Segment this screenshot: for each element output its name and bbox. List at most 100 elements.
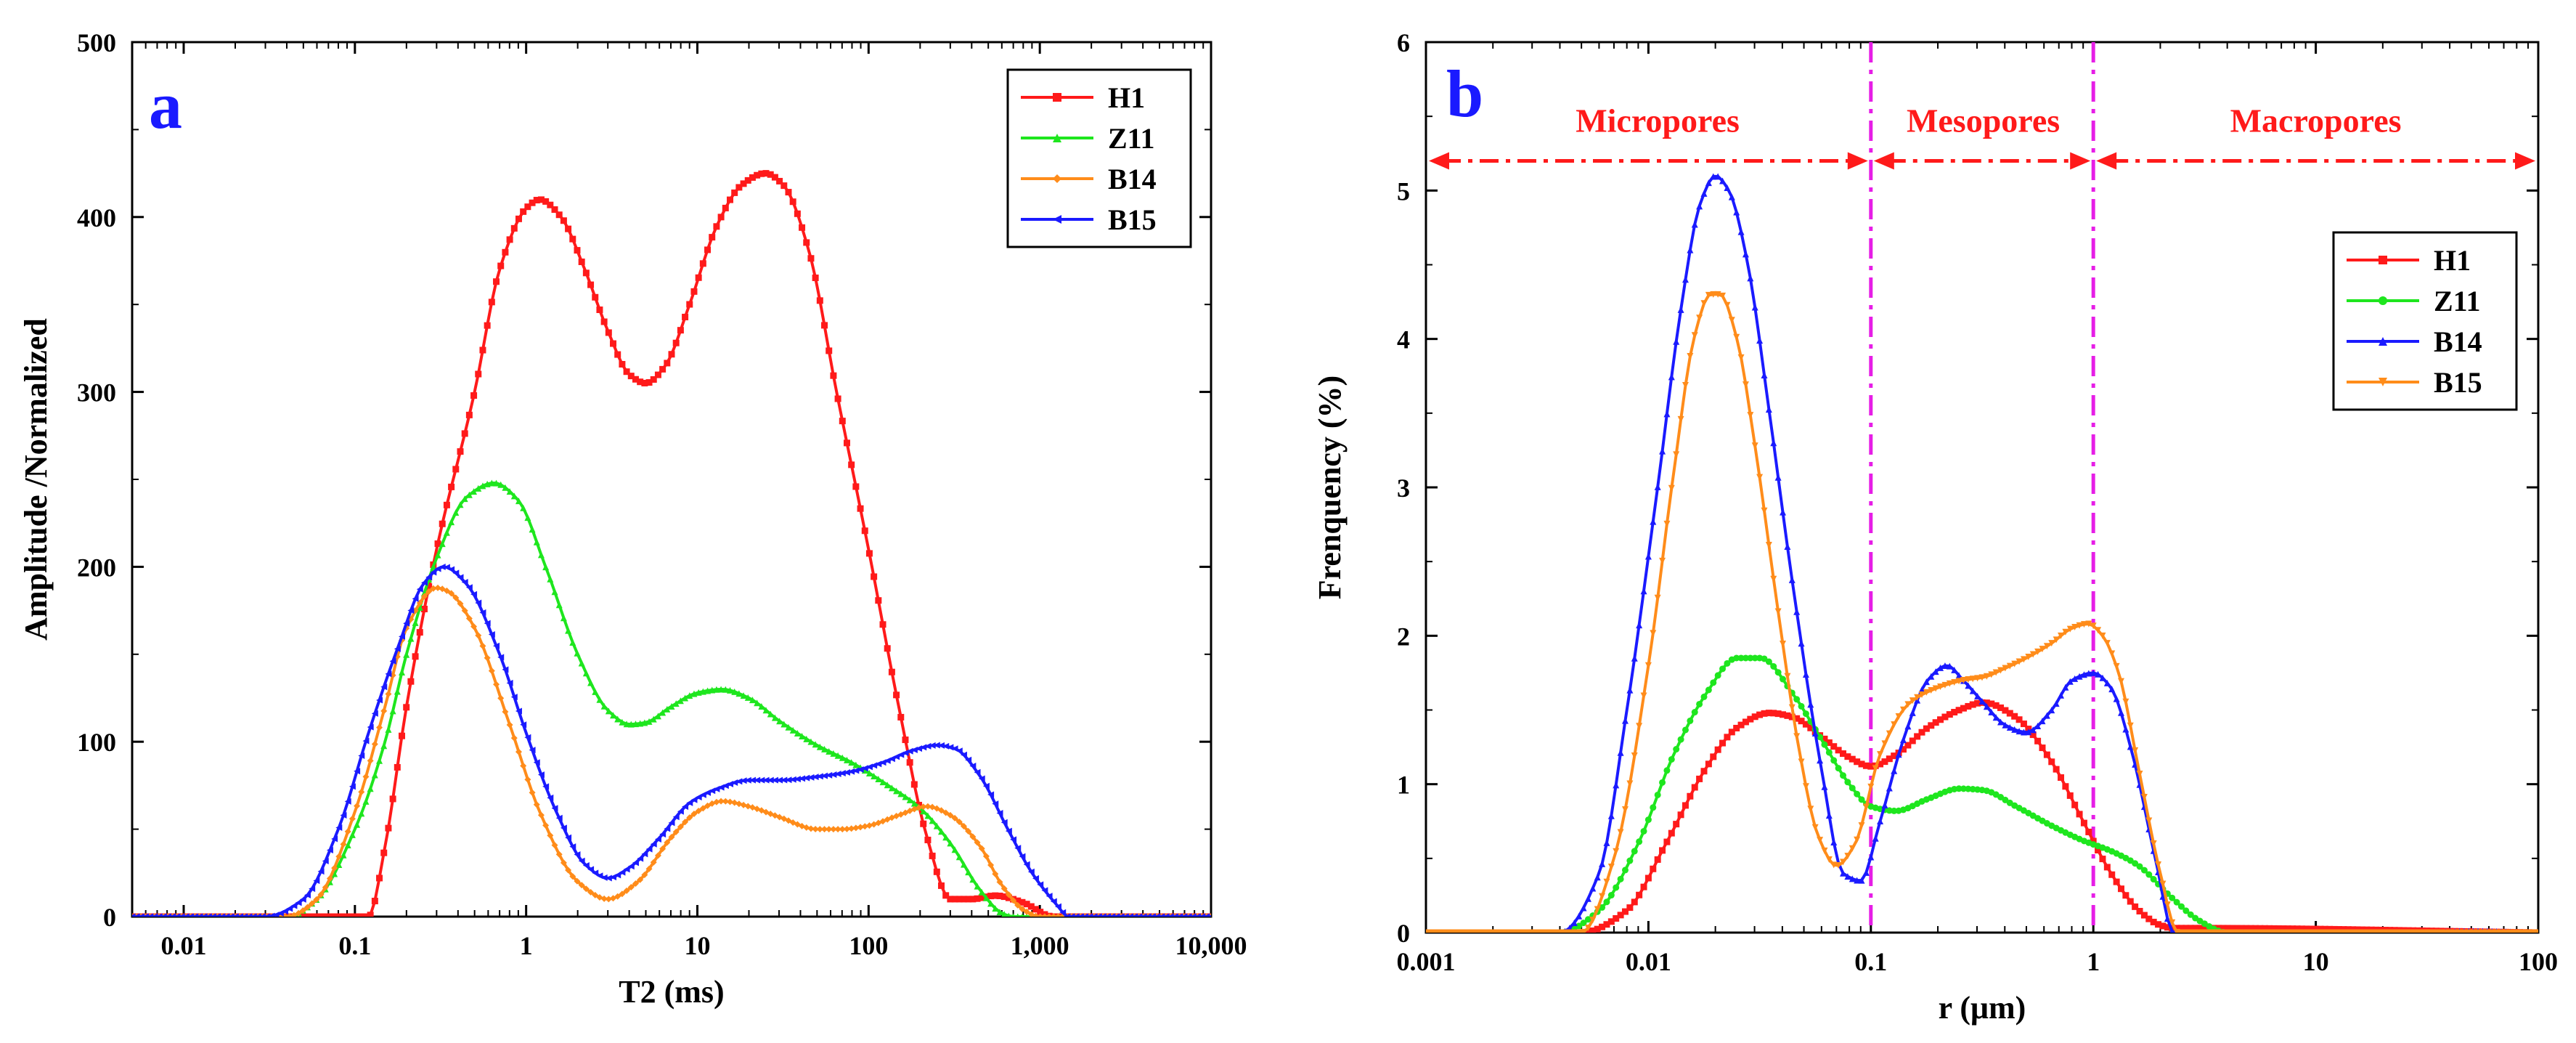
data-point	[996, 909, 1003, 916]
data-point	[2048, 758, 2055, 766]
data-point	[2252, 925, 2259, 932]
data-point	[1668, 373, 1675, 381]
data-point	[2122, 726, 2129, 733]
data-point	[668, 702, 675, 710]
data-point	[699, 791, 706, 798]
data-point	[2479, 929, 2486, 933]
data-point	[219, 913, 226, 917]
data-point	[1788, 713, 1796, 721]
data-point	[2043, 751, 2050, 758]
data-point	[286, 905, 293, 912]
data-point	[565, 867, 572, 874]
data-point	[2233, 925, 2241, 932]
data-point	[1668, 484, 1675, 492]
data-point	[686, 799, 693, 806]
data-point	[331, 835, 338, 843]
data-point	[1543, 929, 1550, 933]
data-point	[1714, 173, 1721, 180]
data-point	[2145, 915, 2153, 922]
data-point	[1825, 812, 1833, 819]
data-point	[412, 595, 419, 602]
region-label: Micropores	[1576, 102, 1740, 139]
data-point	[664, 705, 671, 713]
data-point	[924, 812, 932, 819]
data-point	[2034, 648, 2042, 655]
data-point	[776, 177, 783, 184]
data-point	[848, 768, 855, 775]
data-point	[704, 687, 712, 694]
data-point	[861, 765, 868, 772]
data-point	[1682, 802, 1689, 809]
data-point	[461, 579, 468, 586]
data-point	[614, 715, 621, 723]
data-point	[754, 776, 761, 784]
legend-marker	[2379, 378, 2387, 386]
data-point	[592, 688, 599, 695]
data-point	[2015, 728, 2023, 735]
data-point	[1780, 508, 1787, 516]
data-point	[789, 726, 796, 734]
data-point	[1501, 929, 1509, 933]
data-point	[1997, 718, 2005, 726]
data-point	[2201, 925, 2208, 932]
data-point	[484, 620, 491, 627]
data-point	[560, 217, 567, 224]
data-point	[587, 866, 595, 873]
data-point	[448, 566, 455, 573]
data-point	[340, 913, 347, 917]
data-point	[475, 370, 482, 378]
data-point	[1733, 724, 1740, 731]
data-point	[902, 736, 909, 744]
data-point	[497, 481, 505, 488]
data-point	[1469, 929, 1476, 933]
data-point	[938, 828, 945, 835]
data-point	[1821, 783, 1828, 790]
data-point	[1607, 812, 1615, 819]
data-point	[1478, 929, 1485, 933]
data-point	[2140, 912, 2148, 919]
data-point	[340, 811, 347, 819]
data-point	[938, 742, 945, 749]
data-point	[502, 666, 509, 673]
data-point	[776, 776, 783, 784]
data-point	[475, 484, 482, 492]
data-point	[1005, 827, 1012, 835]
data-point	[416, 604, 423, 611]
data-point	[479, 609, 486, 616]
legend-label-z11: Z11	[1108, 122, 1154, 155]
data-point	[1821, 741, 1828, 748]
data-point	[169, 913, 176, 917]
data-point	[2122, 892, 2129, 899]
data-point	[722, 204, 729, 211]
data-point	[376, 874, 383, 882]
data-point	[1668, 829, 1675, 837]
series-line-z11	[132, 481, 1211, 917]
data-point	[569, 638, 576, 646]
data-point	[996, 878, 1003, 885]
y-tick-label: 4	[1397, 325, 1410, 354]
data-point	[1969, 701, 1976, 708]
data-point	[2034, 737, 2042, 744]
data-point	[974, 882, 981, 890]
data-point	[1817, 734, 1824, 741]
data-point	[1983, 703, 1990, 710]
data-point	[1613, 914, 1620, 922]
data-point	[196, 913, 203, 917]
data-point	[488, 630, 495, 638]
data-point	[2155, 921, 2162, 928]
data-point	[1909, 709, 1916, 716]
data-point	[582, 862, 590, 869]
data-point	[2414, 929, 2421, 933]
data-point	[2233, 929, 2241, 933]
data-point	[695, 274, 702, 281]
data-point	[1867, 763, 1875, 770]
data-point	[1631, 898, 1638, 906]
data-point	[551, 588, 558, 596]
data-point	[1974, 675, 1981, 682]
data-point	[1436, 929, 1443, 933]
data-point	[1719, 177, 1727, 184]
data-point	[942, 809, 950, 816]
data-point	[412, 653, 419, 660]
data-point	[933, 742, 940, 749]
data-point	[1562, 929, 1568, 933]
